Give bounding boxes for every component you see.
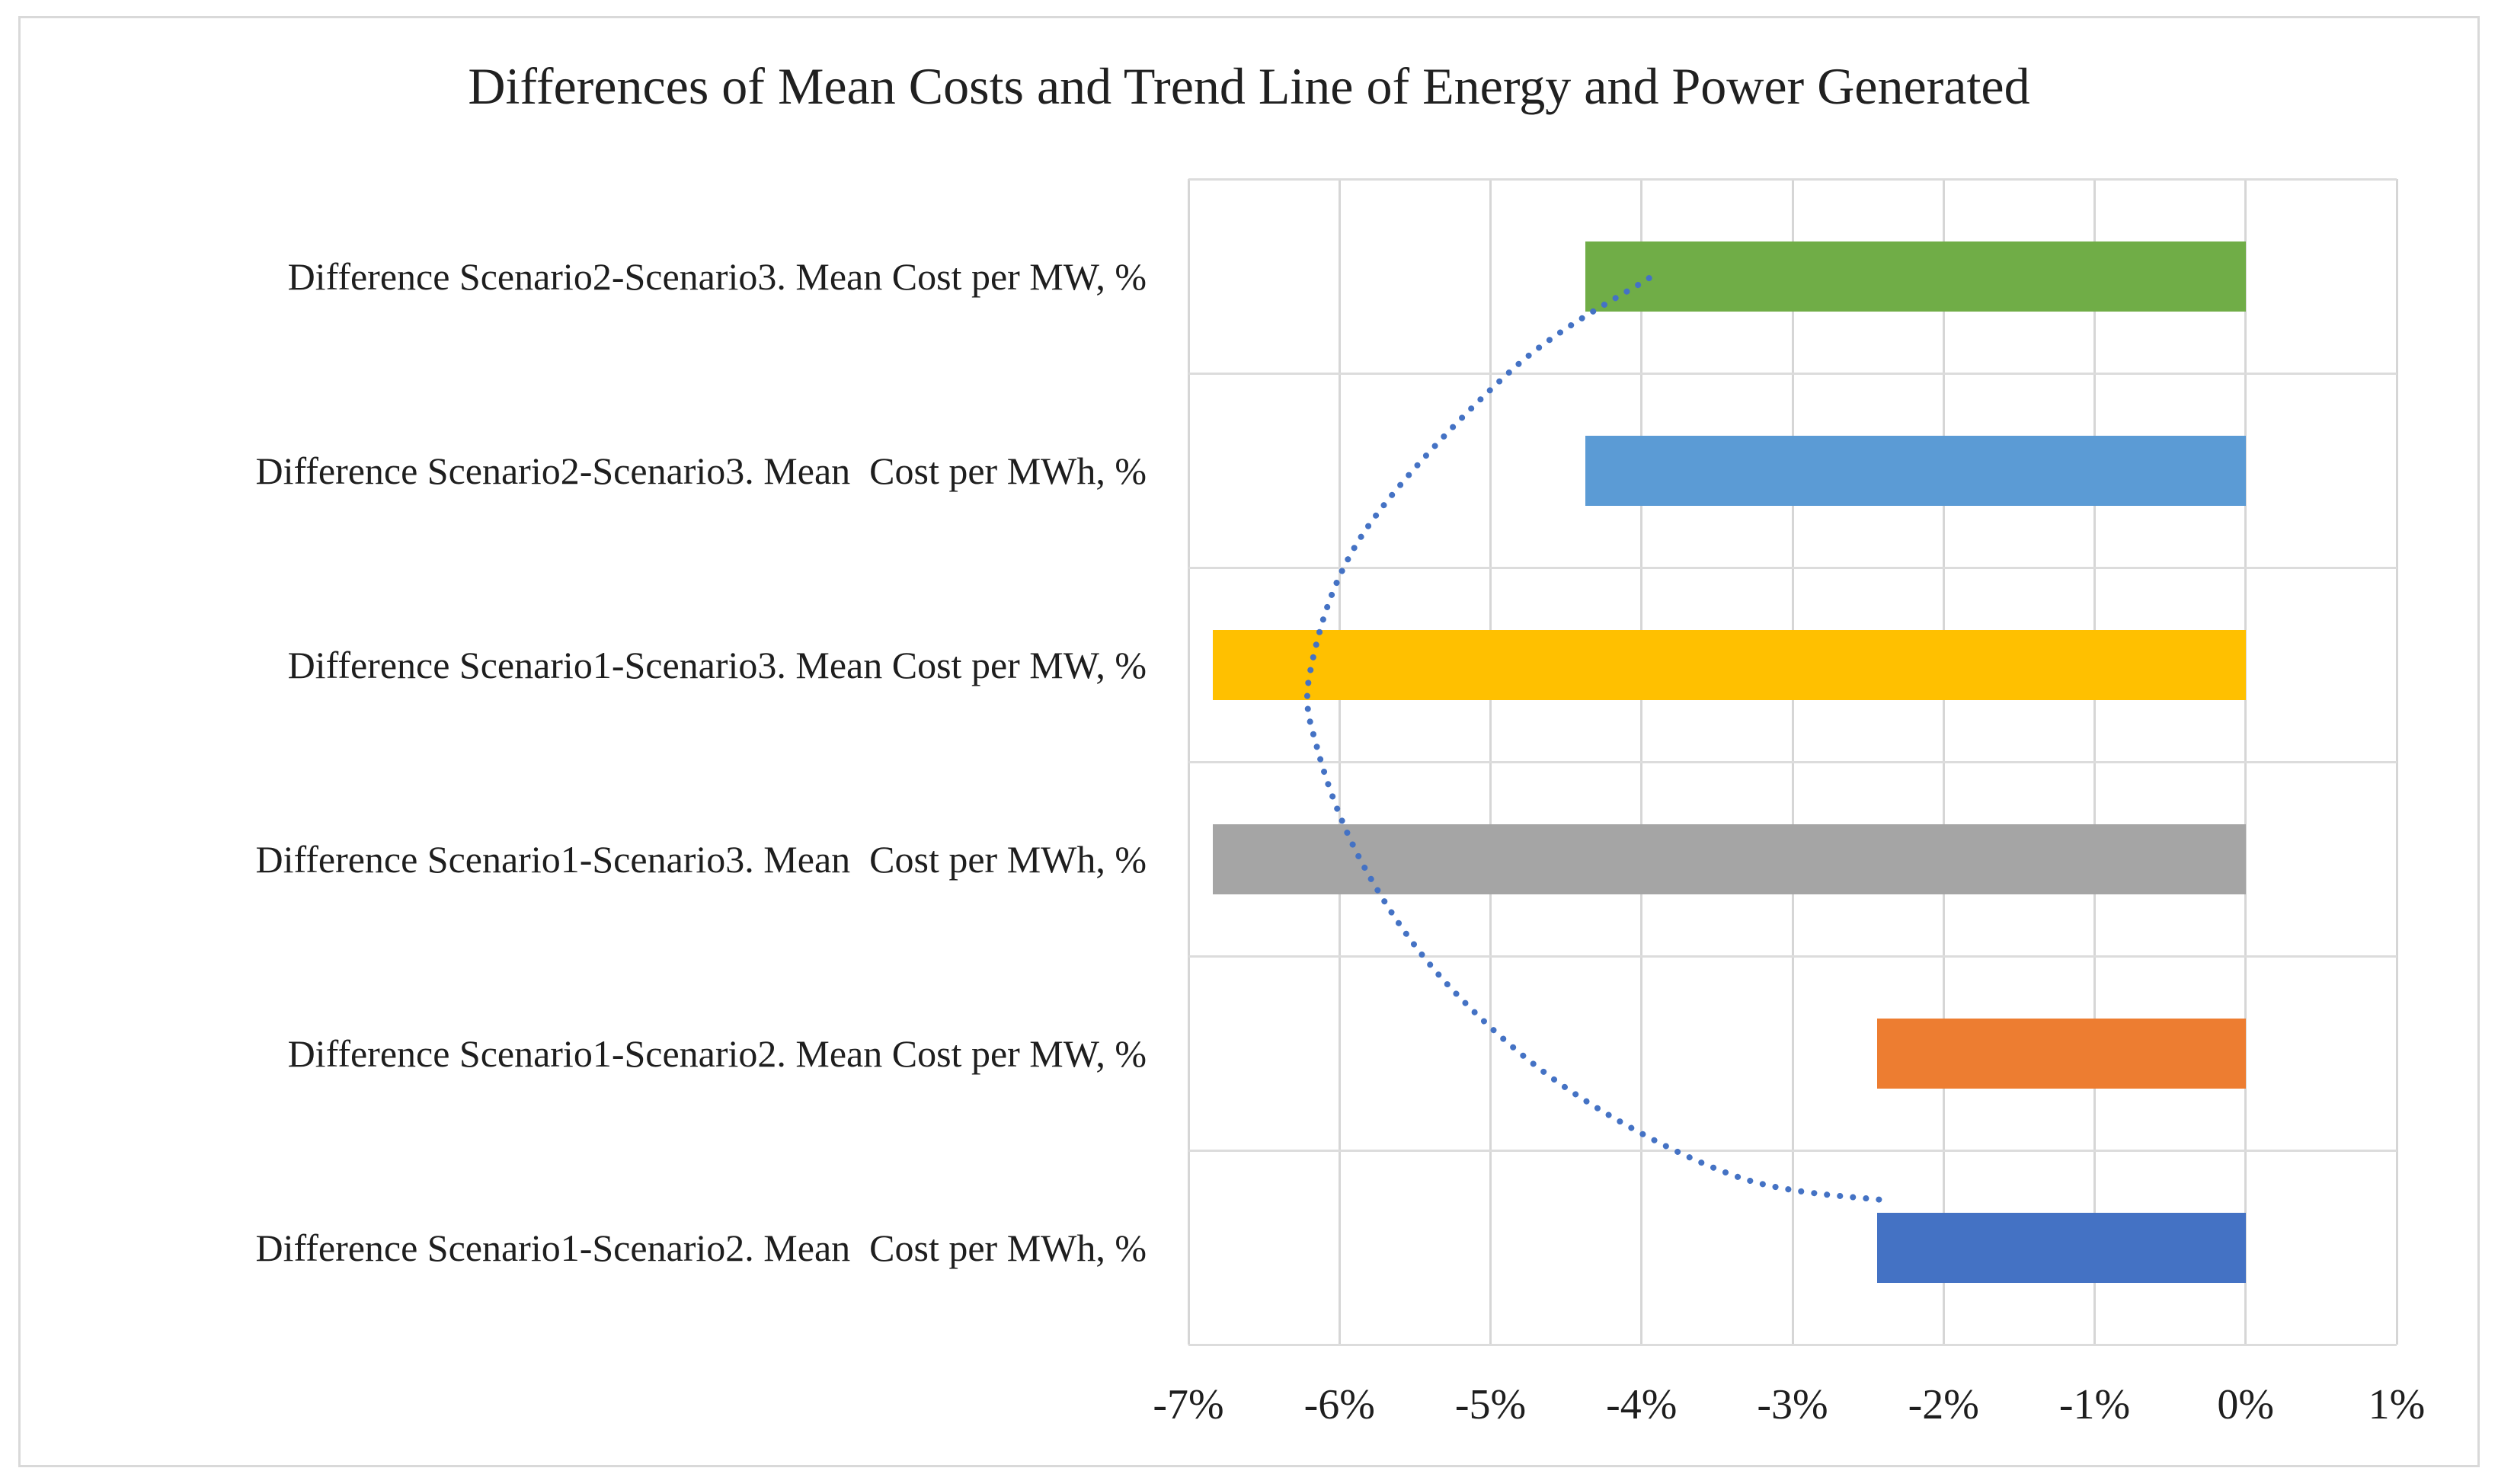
gridline-horizontal [1188,372,2397,375]
gridline-horizontal [1188,1343,2397,1346]
bar-6 [1877,1212,2246,1283]
chart-title: Differences of Mean Costs and Trend Line… [468,57,2030,115]
x-tick-label: -1% [2058,1381,2131,1428]
bar-2 [1585,435,2246,506]
x-tick-label: 1% [2368,1381,2426,1428]
bar-3 [1212,629,2246,700]
gridline-vertical [2395,179,2398,1345]
gridline-horizontal [1188,566,2397,569]
category-label: Difference Scenario1-Scenario3. Mean Cos… [255,837,1147,881]
bar-1 [1585,241,2246,312]
category-label: Difference Scenario1-Scenario2. Mean Cos… [255,1226,1147,1269]
gridline-horizontal [1188,760,2397,763]
category-label: Difference Scenario1-Scenario2. Mean Cos… [287,1031,1147,1075]
x-tick-label: -3% [1757,1381,1828,1428]
x-tick-label: -5% [1454,1381,1527,1428]
gridline-horizontal [1188,178,2397,181]
gridline-horizontal [1188,1149,2397,1152]
bar-5 [1877,1018,2246,1089]
x-tick-label: -4% [1606,1381,1678,1428]
gridline-horizontal [1188,955,2397,958]
x-tick-label: -6% [1303,1381,1375,1428]
category-label: Difference Scenario1-Scenario3. Mean Cos… [287,643,1147,686]
x-tick-label: -2% [1908,1381,1979,1428]
bar-4 [1212,824,2246,894]
x-tick-label: -7% [1153,1381,1224,1428]
x-tick-label: 0% [2217,1381,2275,1428]
plot-area [1187,178,2398,1346]
category-label: Difference Scenario2-Scenario3. Mean Cos… [287,254,1147,298]
category-label: Difference Scenario2-Scenario3. Mean Cos… [255,449,1147,492]
